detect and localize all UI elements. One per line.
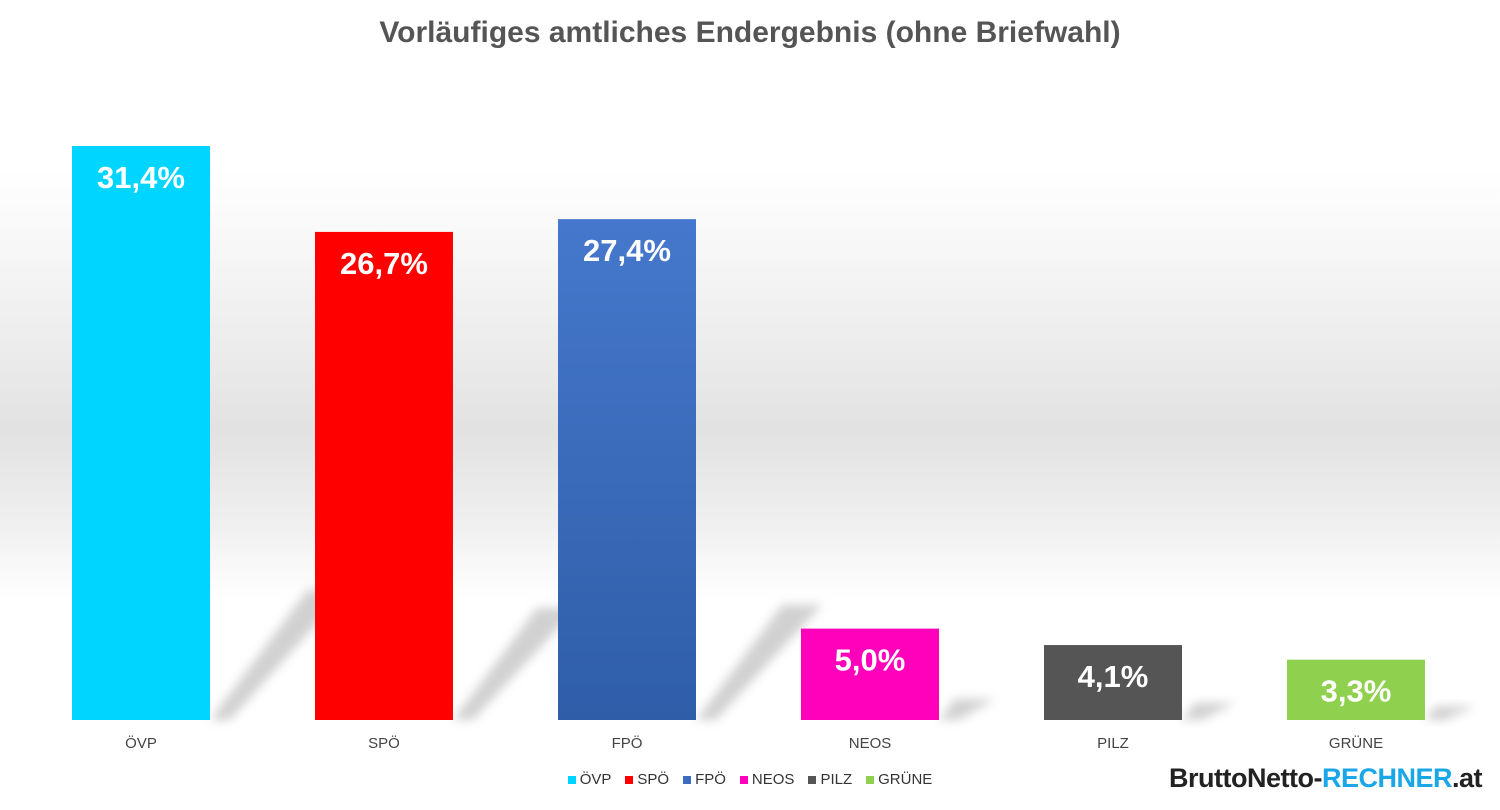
x-tick-gruene: GRÜNE [1329, 734, 1383, 752]
legend-swatch-spoe [625, 775, 634, 784]
legend-label-pilz: PILZ [820, 771, 853, 788]
data-label-gruene: 3,3% [1321, 674, 1392, 709]
legend-item-neos: NEOS [739, 771, 795, 788]
legend-item-spoe: SPÖ [625, 771, 669, 788]
data-label-spoe: 26,7% [340, 246, 428, 281]
bar-shadow-spoe [453, 607, 578, 720]
legend-swatch-gruene [866, 775, 875, 784]
legend-label-neos: NEOS [751, 771, 795, 788]
legend-label-gruene: GRÜNE [878, 771, 933, 788]
legend-item-fpoe: FPÖ [683, 771, 726, 788]
data-label-pilz: 4,1% [1078, 659, 1149, 694]
bar-shadow-gruene [1425, 706, 1476, 720]
x-tick-fpoe: FPÖ [612, 734, 643, 752]
bar-oevp [72, 146, 210, 720]
legend-swatch-pilz [808, 775, 817, 784]
bar-fpoe [558, 219, 696, 720]
legend-item-gruene: GRÜNE [866, 771, 932, 788]
data-label-fpoe: 27,4% [583, 233, 671, 268]
x-tick-neos: NEOS [849, 735, 892, 752]
bar-shadow-neos [939, 698, 995, 720]
legend-label-oevp: ÖVP [579, 771, 612, 788]
bar-shadow-oevp [210, 590, 348, 720]
legend-swatch-oevp [567, 775, 576, 784]
legend-swatch-neos [739, 775, 748, 784]
brand-part-1: BruttoNetto- [1169, 763, 1322, 793]
legend-label-fpoe: FPÖ [695, 771, 726, 788]
bar-neos [801, 628, 939, 720]
brand-part-2: RECHNER [1321, 763, 1453, 793]
legend-item-pilz: PILZ [808, 771, 852, 788]
x-tick-spoe: SPÖ [368, 734, 400, 752]
chart-title: Vorläufiges amtliches Endergebnis (ohne … [379, 16, 1121, 49]
data-label-oevp: 31,4% [97, 160, 185, 195]
legend-swatch-fpoe [683, 775, 692, 784]
x-tick-pilz: PILZ [1097, 735, 1129, 752]
bar-shadow-pilz [1182, 702, 1235, 720]
bar-shadow-fpoe [696, 604, 823, 720]
bar-gruene [1287, 659, 1425, 720]
legend-label-spoe: SPÖ [637, 771, 670, 788]
bar-pilz [1044, 645, 1182, 720]
data-label-neos: 5,0% [835, 643, 906, 678]
bar-chart: 31,4% 26,7% 27,4% 5,0% 4,1% 3,3% ÖVP SPÖ FPÖ NEO… [72, 146, 1476, 752]
x-tick-oevp: ÖVP [125, 734, 157, 752]
bar-spoe [315, 231, 453, 721]
brand-part-3: .at [1451, 763, 1483, 793]
legend-item-oevp: ÖVP [567, 771, 612, 788]
chart-legend: ÖVP SPÖ FPÖ NEOS PILZ GRÜNE [0, 771, 1500, 788]
brand-logo: BruttoNetto-RECHNER.at [1169, 763, 1483, 794]
